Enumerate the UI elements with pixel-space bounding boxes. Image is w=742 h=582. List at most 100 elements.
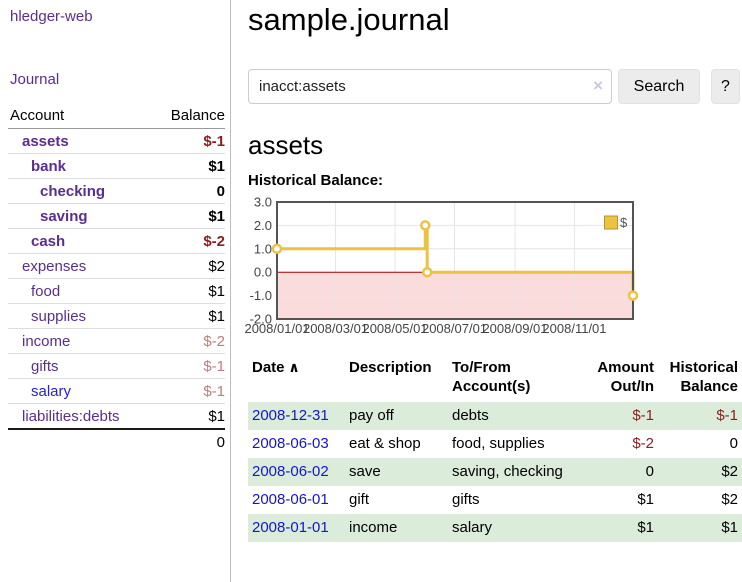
account-link-bank[interactable]: bank <box>31 158 67 175</box>
x-axis-tick-label: 2008/07/01 <box>422 321 487 336</box>
data-point-marker <box>420 220 431 231</box>
account-link-food[interactable]: food <box>31 283 61 300</box>
y-axis-tick-label: -2.0 <box>250 312 272 327</box>
transaction-description: eat & shop <box>349 435 421 452</box>
plot-border <box>276 201 634 320</box>
account-row: supplies $1 <box>8 303 225 329</box>
account-link-assets[interactable]: assets <box>22 133 69 150</box>
account-link-saving[interactable]: saving <box>40 208 88 225</box>
transaction-row: 2008-01-01 income salary $1 $1 <box>248 514 742 542</box>
x-axis-tick-label: 2008/05/01 <box>362 321 427 336</box>
transaction-amount: 0 <box>645 463 654 480</box>
chart-title: Historical Balance: <box>248 172 384 189</box>
account-row: gifts $-1 <box>8 353 225 379</box>
sidebar-item-journal[interactable]: Journal <box>10 71 60 88</box>
account-link-gifts[interactable]: gifts <box>31 358 59 375</box>
account-link-income[interactable]: income <box>22 333 71 350</box>
register-header-historical[interactable]: Historical Balance <box>669 359 738 395</box>
transaction-date-link[interactable]: 2008-06-02 <box>252 463 329 480</box>
legend-swatch <box>604 215 618 230</box>
transaction-accounts: debts <box>452 407 489 424</box>
clear-search-icon[interactable]: × <box>593 76 603 95</box>
register-header-amount[interactable]: Amount Out/In <box>597 359 654 395</box>
accounts-table: Account Balance assets $-1 bank $1 checking 0… <box>8 104 225 454</box>
search-button[interactable]: Search <box>618 69 700 104</box>
register-header-row: Date ∧ Description To/From Account(s) Amount… <box>248 356 742 402</box>
account-balance: $1 <box>152 278 225 304</box>
search-row: × Search ? <box>248 69 742 104</box>
transaction-description: income <box>349 519 398 536</box>
account-balance: $1 <box>152 203 225 229</box>
account-link-supplies[interactable]: supplies <box>31 308 87 325</box>
transaction-accounts: salary <box>452 519 493 536</box>
y-axis-tick-label: -1.0 <box>250 288 272 303</box>
data-point-marker <box>421 266 433 278</box>
main-panel: sample.journal × Search ? assets Histori… <box>244 0 742 542</box>
transaction-date-link[interactable]: 2008-06-03 <box>252 435 329 452</box>
transaction-row: 2008-12-31 pay off debts $-1 $-1 <box>248 402 742 430</box>
x-axis-tick-label: 2008/03/01 <box>303 321 368 336</box>
accounts-header-balance: Balance <box>152 104 225 129</box>
y-axis-tick-label: 1.0 <box>254 241 272 256</box>
account-balance: $-1 <box>152 128 225 154</box>
transaction-date-link[interactable]: 2008-01-01 <box>252 519 329 536</box>
search-wrap: × <box>248 69 612 104</box>
sidebar: hledger-web Journal Account Balance asse… <box>0 0 231 582</box>
transaction-balance: $2 <box>721 463 738 480</box>
register-header-tofrom[interactable]: To/From Account(s) <box>452 359 531 395</box>
transaction-balance: $-1 <box>716 407 738 424</box>
accounts-total-value: 0 <box>152 428 225 454</box>
transaction-balance: $2 <box>721 491 738 508</box>
y-axis-tick-label: 0.0 <box>254 265 272 280</box>
account-balance: $1 <box>152 303 225 329</box>
x-axis-tick-label: 2008/11/01 <box>542 321 606 336</box>
account-row: cash $-2 <box>8 228 225 254</box>
legend-label: $ <box>620 215 628 230</box>
account-balance: $-2 <box>152 228 225 254</box>
account-title: assets <box>248 130 324 160</box>
help-button[interactable]: ? <box>711 69 740 104</box>
account-row: bank $1 <box>8 153 225 179</box>
app-title-link[interactable]: hledger-web <box>10 8 93 25</box>
account-row: food $1 <box>8 278 225 304</box>
register-header-description[interactable]: Description <box>349 359 432 376</box>
register-table: Date ∧ Description To/From Account(s) Amount… <box>248 356 742 542</box>
transaction-accounts: food, supplies <box>452 435 545 452</box>
account-row: assets $-1 <box>8 128 225 154</box>
transaction-balance: 0 <box>729 435 738 452</box>
register-header-date[interactable]: Date ∧ <box>252 359 300 376</box>
account-balance: $-1 <box>152 378 225 404</box>
account-balance: $2 <box>152 253 225 279</box>
account-link-salary[interactable]: salary <box>31 383 72 400</box>
transaction-amount: $1 <box>637 519 654 536</box>
transaction-date-link[interactable]: 2008-06-01 <box>252 491 329 508</box>
account-row: liabilities:debts $1 <box>8 403 225 430</box>
accounts-header-account: Account <box>8 104 153 129</box>
transaction-row: 2008-06-03 eat & shop food, supplies $-2 0 <box>248 430 742 458</box>
account-row: checking 0 <box>8 178 225 204</box>
account-link-checking[interactable]: checking <box>40 183 106 200</box>
chart-canvas: $3.0 2.0 1.0 0.0 -1.0 -2.02008/01/012008/03/0… <box>244 195 639 336</box>
historical-balance-chart: $3.0 2.0 1.0 0.0 -1.0 -2.0 2008/01/01 2008/03/0… <box>244 194 742 342</box>
account-link-cash[interactable]: cash <box>31 233 66 250</box>
x-axis-tick-label: 2008/01/01 <box>244 321 309 336</box>
sort-ascending-icon: ∧ <box>284 359 300 375</box>
transaction-description: gift <box>349 491 370 508</box>
accounts-total-row: 0 <box>8 428 225 454</box>
transaction-amount: $1 <box>637 491 654 508</box>
transaction-description: save <box>349 463 381 480</box>
account-row: income $-2 <box>8 328 225 354</box>
data-point-marker <box>271 243 283 255</box>
account-row: salary $-1 <box>8 378 225 404</box>
transaction-accounts: gifts <box>452 491 480 508</box>
account-balance: $-1 <box>152 353 225 379</box>
account-balance: 0 <box>152 178 225 204</box>
transaction-accounts: saving, checking <box>452 463 563 480</box>
search-input[interactable] <box>248 69 612 104</box>
y-axis-tick-label: 3.0 <box>254 195 272 210</box>
transaction-date-link[interactable]: 2008-12-31 <box>252 407 329 424</box>
accounts-header-row: Account Balance <box>8 104 225 129</box>
account-link-expenses[interactable]: expenses <box>22 258 87 275</box>
account-link-liabilities-debts[interactable]: liabilities:debts <box>22 408 120 425</box>
account-balance: $-2 <box>152 328 225 354</box>
